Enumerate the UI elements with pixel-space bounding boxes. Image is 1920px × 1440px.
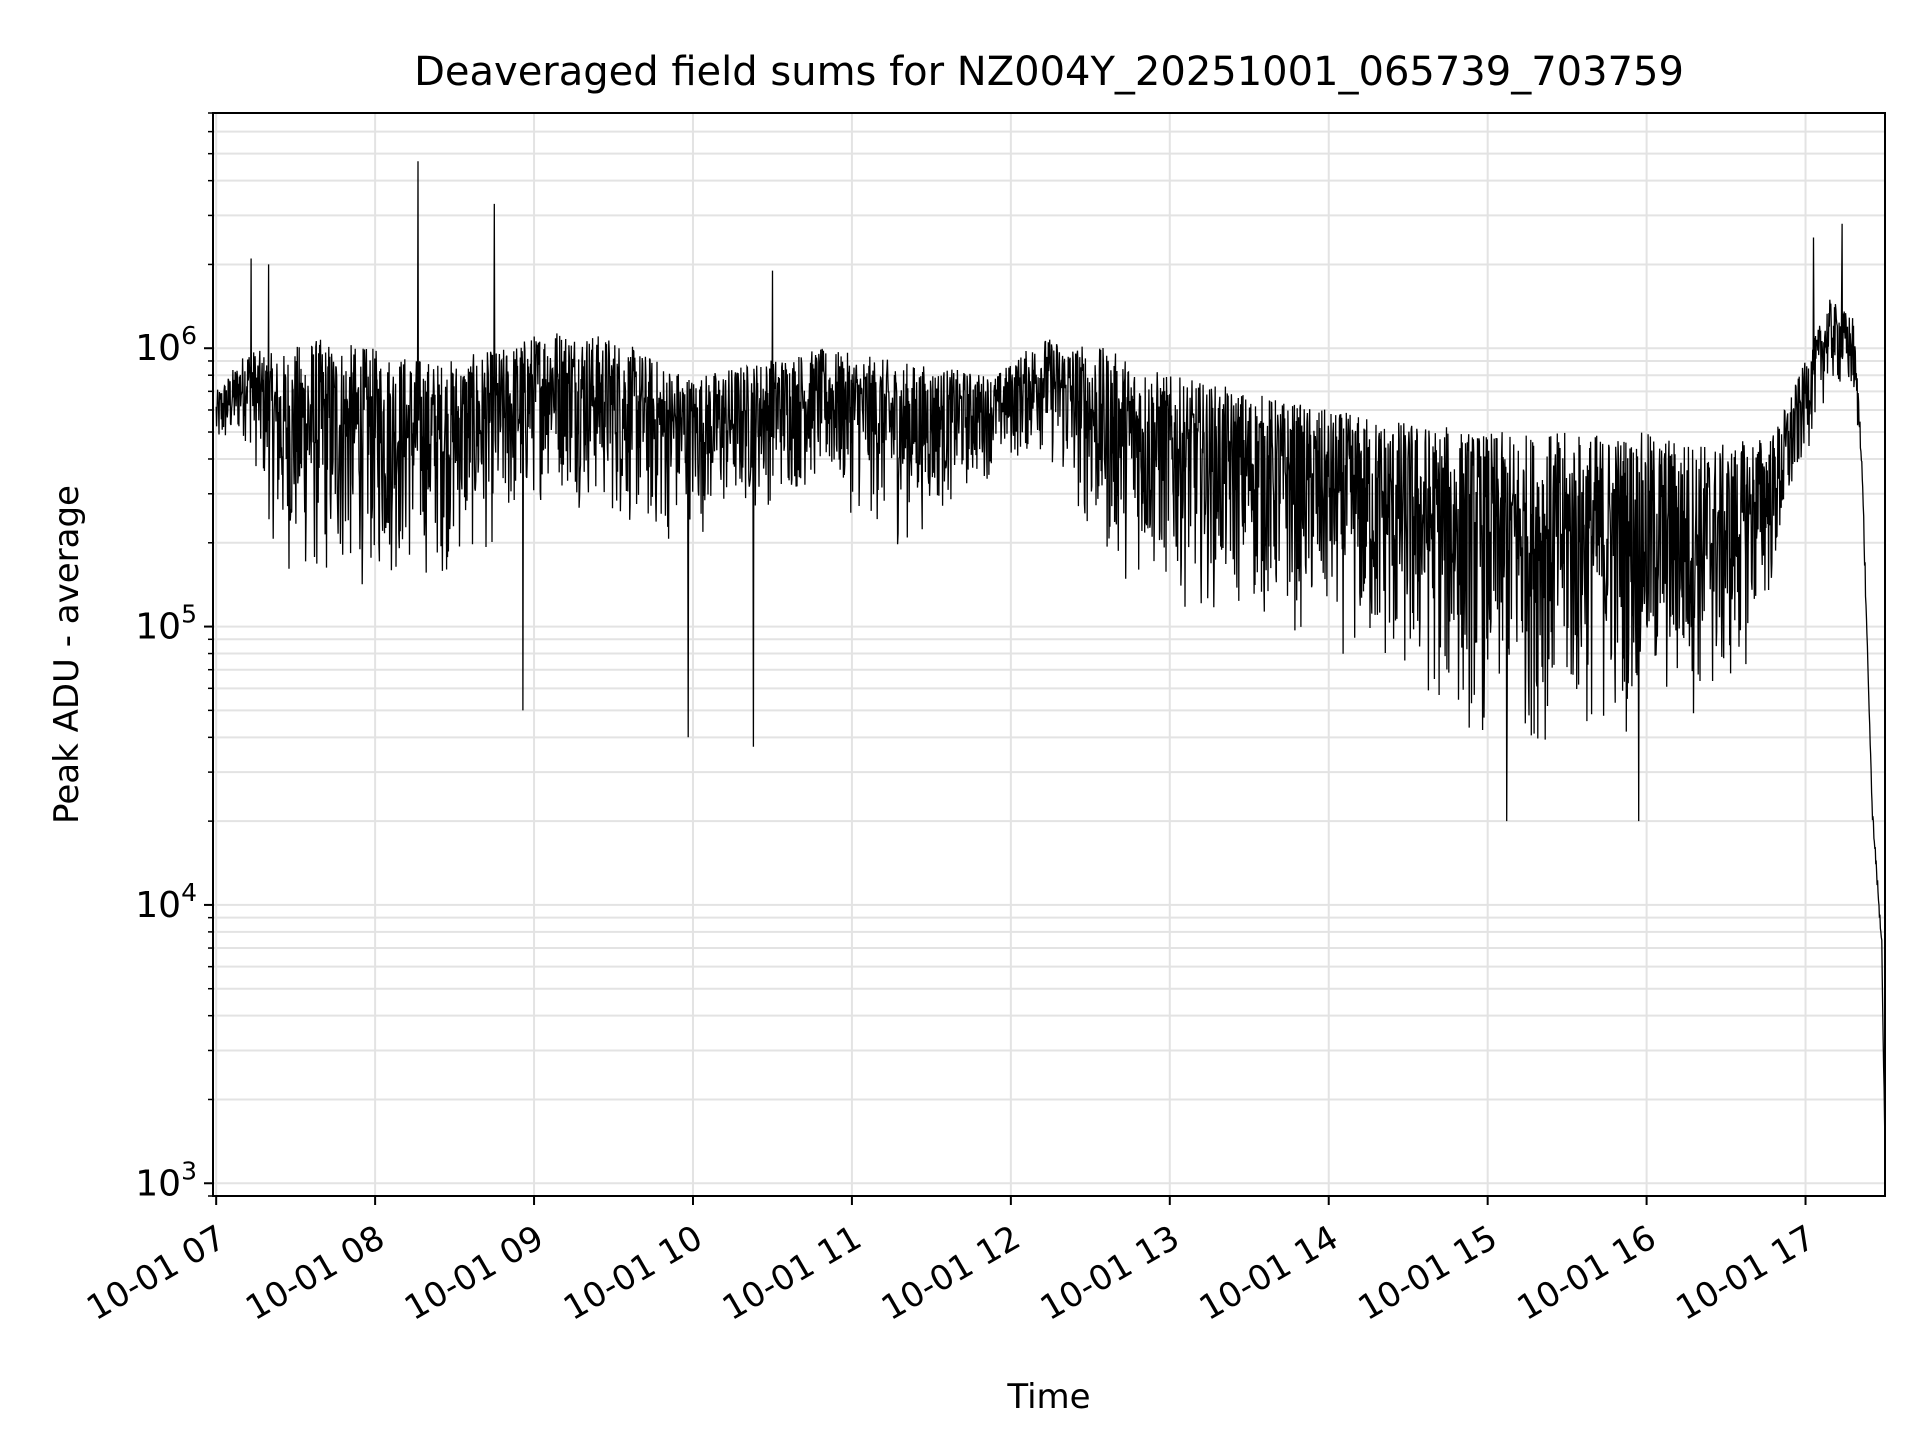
series-layer xyxy=(215,161,1886,1149)
y-tick-label: 103 xyxy=(135,1156,197,1204)
y-tick-label: 105 xyxy=(135,600,197,648)
x-axis-label: Time xyxy=(1006,1377,1090,1417)
series-line-peak-adu xyxy=(215,161,1886,1149)
y-tick-label: 106 xyxy=(135,321,197,369)
y-tick-label: 104 xyxy=(135,878,197,926)
plot-area-frame xyxy=(212,112,1886,1197)
chart-title: Deaveraged field sums for NZ004Y_2025100… xyxy=(414,49,1684,95)
y-axis-label: Peak ADU - average xyxy=(47,485,87,824)
